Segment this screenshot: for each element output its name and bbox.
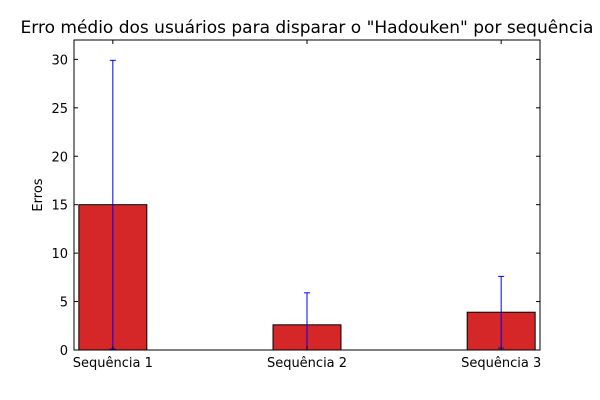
y-axis-label: Erros — [31, 178, 46, 211]
x-tick-label: Sequência 1 — [73, 356, 153, 371]
x-tick-label: Sequência 3 — [461, 356, 541, 371]
y-tick-label: 30 — [51, 53, 68, 68]
x-tick-label: Sequência 2 — [267, 356, 347, 371]
y-tick-label: 25 — [51, 102, 68, 117]
y-tick-label: 10 — [51, 247, 68, 262]
x-axis: Sequência 1 Sequência 2 Sequência 3 — [73, 40, 541, 371]
y-tick-label: 20 — [51, 150, 68, 165]
y-tick-label: 0 — [60, 344, 68, 359]
y-tick-label: 15 — [51, 199, 68, 214]
error-bars-layer — [109, 59, 505, 351]
y-tick-label: 5 — [60, 296, 68, 311]
chart-title: Erro médio dos usuários para disparar o … — [21, 18, 594, 38]
y-axis: 0 5 10 15 20 25 30 — [51, 53, 540, 359]
